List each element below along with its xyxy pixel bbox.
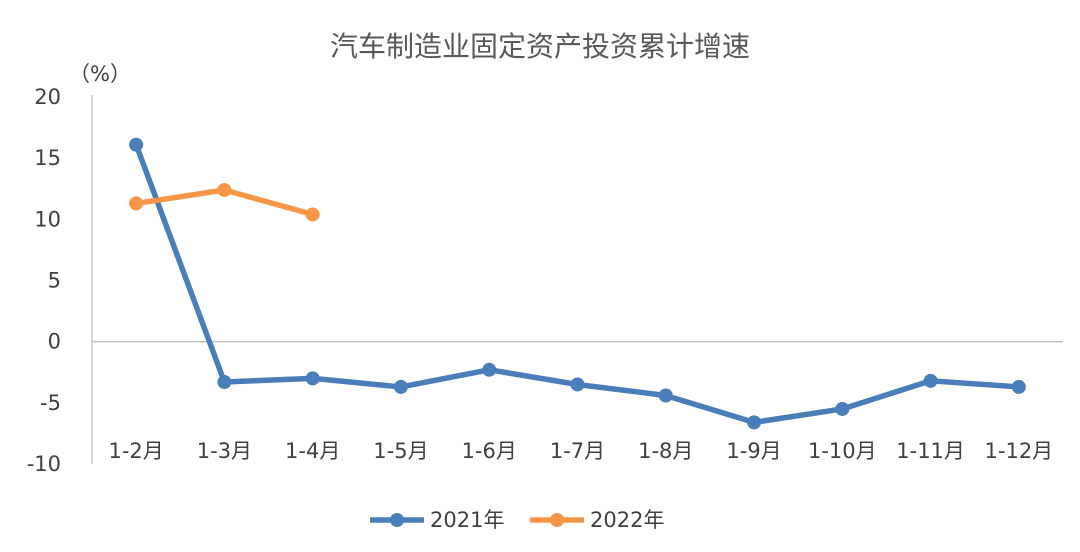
y-tick-label: -10 — [27, 452, 61, 476]
data-point — [658, 388, 673, 403]
x-tick-label: 1-7月 — [550, 439, 605, 463]
data-point — [923, 373, 938, 388]
data-point — [747, 415, 762, 430]
legend: 2021年 2022年 — [370, 508, 664, 532]
x-tick-label: 1-12月 — [985, 439, 1054, 463]
data-point — [217, 182, 232, 197]
x-axis: 1-2月 1-3月 1-4月 1-5月 1-6月 1-7月 1-8月 1-9月 1-10月 1-1… — [92, 341, 1063, 463]
y-axis-label: （%） — [69, 62, 131, 86]
data-point — [835, 401, 850, 416]
y-tick-label: 0 — [48, 330, 61, 354]
data-point — [482, 362, 497, 377]
x-tick-label: 1-10月 — [808, 439, 877, 463]
y-tick-label: 15 — [34, 146, 61, 170]
x-tick-label: 1-3月 — [197, 439, 252, 463]
legend-label: 2021年 — [430, 508, 504, 532]
legend-label: 2022年 — [590, 508, 664, 532]
x-tick-label: 1-9月 — [726, 439, 781, 463]
y-tick-label: 5 — [48, 269, 61, 293]
data-point — [305, 371, 320, 386]
legend-marker — [550, 513, 564, 527]
data-point — [217, 375, 232, 390]
legend-marker — [390, 513, 404, 527]
data-point — [393, 379, 408, 394]
chart-title: 汽车制造业固定资产投资累计增速 — [330, 30, 750, 63]
x-tick-label: 1-5月 — [373, 439, 428, 463]
y-tick-label: -5 — [40, 391, 61, 415]
x-tick-label: 1-11月 — [896, 439, 965, 463]
x-tick-label: 1-8月 — [638, 439, 693, 463]
x-tick-label: 1-2月 — [108, 439, 163, 463]
data-point — [129, 137, 144, 152]
data-point — [570, 377, 585, 392]
x-tick-label: 1-6月 — [462, 439, 517, 463]
y-tick-label: 10 — [34, 207, 61, 231]
series-layer — [129, 137, 1026, 430]
data-point — [1011, 379, 1026, 394]
data-point — [305, 207, 320, 222]
x-tick-label: 1-4月 — [285, 439, 340, 463]
data-point — [129, 196, 144, 211]
y-tick-label: 20 — [34, 85, 61, 109]
y-axis: 20 15 10 5 0 -5 -10 — [27, 85, 93, 476]
